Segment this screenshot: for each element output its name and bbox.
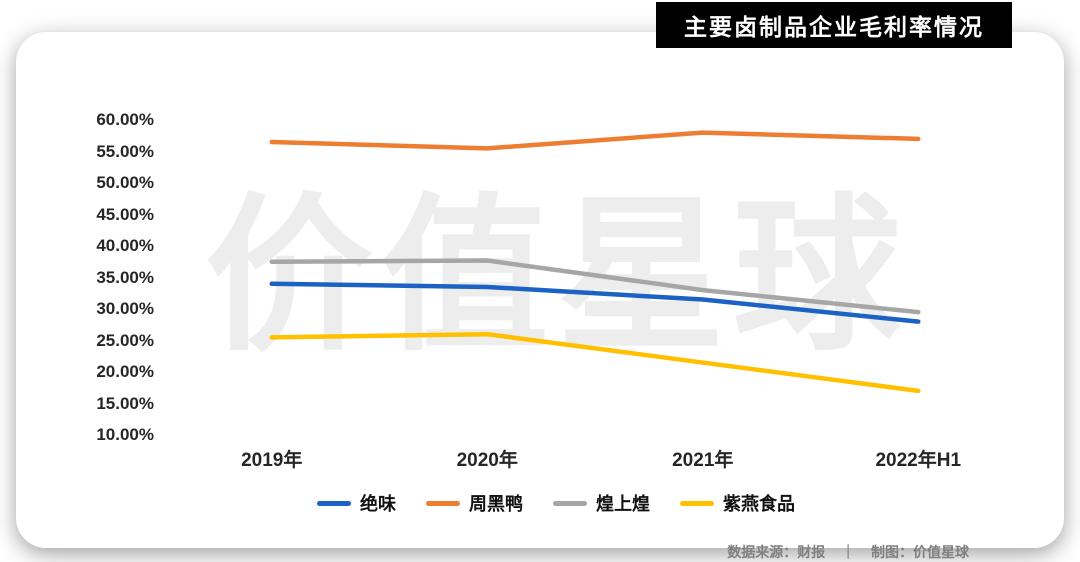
series-line-3: [269, 331, 921, 394]
legend-label: 绝味: [360, 494, 396, 514]
y-tick-label: 60.00%: [96, 110, 154, 129]
footer: 数据来源：财报 ｜ 制图：价值星球: [727, 542, 969, 562]
legend-swatch: [680, 500, 714, 506]
line-chart: [269, 130, 921, 394]
x-tick-label: 2019年: [241, 450, 303, 471]
chart-credit-label: 制图：价值星球: [871, 544, 969, 560]
y-tick-label: 25.00%: [96, 330, 154, 350]
y-tick-label: 40.00%: [96, 236, 154, 255]
data-source-label: 数据来源：财报: [727, 544, 826, 560]
x-tick-label: 2021年: [672, 450, 734, 471]
y-tick-label: 35.00%: [96, 267, 154, 287]
chart-title: 主要卤制品企业毛利率情况: [656, 2, 1012, 48]
y-tick-label: 10.00%: [96, 425, 154, 444]
x-tick-label: 2020年: [456, 450, 518, 471]
y-tick-label: 55.00%: [96, 141, 154, 161]
plot-area: [164, 120, 1026, 435]
y-tick-label: 45.00%: [96, 204, 154, 224]
y-tick-label: 15.00%: [96, 393, 154, 413]
legend: 绝味 周黑鸭 煌上煌 紫燕食品: [16, 490, 1080, 516]
series-line-1: [269, 130, 921, 151]
y-tick-label: 30.00%: [96, 299, 154, 318]
y-tick-label: 20.00%: [96, 362, 154, 381]
legend-swatch: [553, 500, 587, 506]
legend-label: 煌上煌: [596, 494, 650, 514]
legend-item-2: 煌上煌: [553, 490, 650, 516]
x-tick-label: 2022年H1: [875, 450, 962, 471]
y-tick-label: 50.00%: [96, 173, 154, 192]
x-axis: 2019年 2020年 2021年 2022年H1: [164, 445, 1026, 471]
legend-item-1: 周黑鸭: [426, 490, 523, 516]
series-line-0: [269, 281, 921, 324]
chart-title-text: 主要卤制品企业毛利率情况: [684, 14, 984, 40]
y-axis: 60.00% 55.00% 50.00% 45.00% 40.00% 35.00% 30.0…: [56, 110, 154, 444]
legend-item-3: 紫燕食品: [680, 490, 795, 516]
series-line-2: [269, 258, 921, 315]
legend-swatch: [426, 500, 460, 506]
footer-separator: ｜: [841, 544, 856, 560]
legend-item-0: 绝味: [317, 490, 396, 516]
legend-label: 周黑鸭: [469, 494, 523, 514]
chart-card: 价值星球 60.00% 55.00% 50.00% 45.00% 40.00% 35.00…: [16, 32, 1064, 560]
legend-swatch: [317, 500, 351, 506]
legend-label: 紫燕食品: [723, 494, 795, 514]
